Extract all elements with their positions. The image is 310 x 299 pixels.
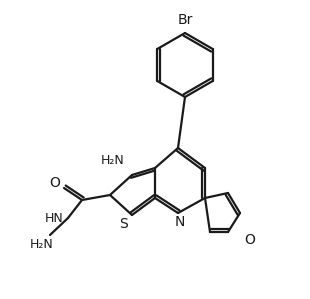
Text: N: N [175,215,185,229]
Text: O: O [50,176,60,190]
Text: H₂N: H₂N [101,153,125,167]
Text: H₂N: H₂N [30,237,54,251]
Text: Br: Br [177,13,193,27]
Text: HN: HN [45,211,63,225]
Text: S: S [120,217,128,231]
Text: O: O [245,233,255,247]
